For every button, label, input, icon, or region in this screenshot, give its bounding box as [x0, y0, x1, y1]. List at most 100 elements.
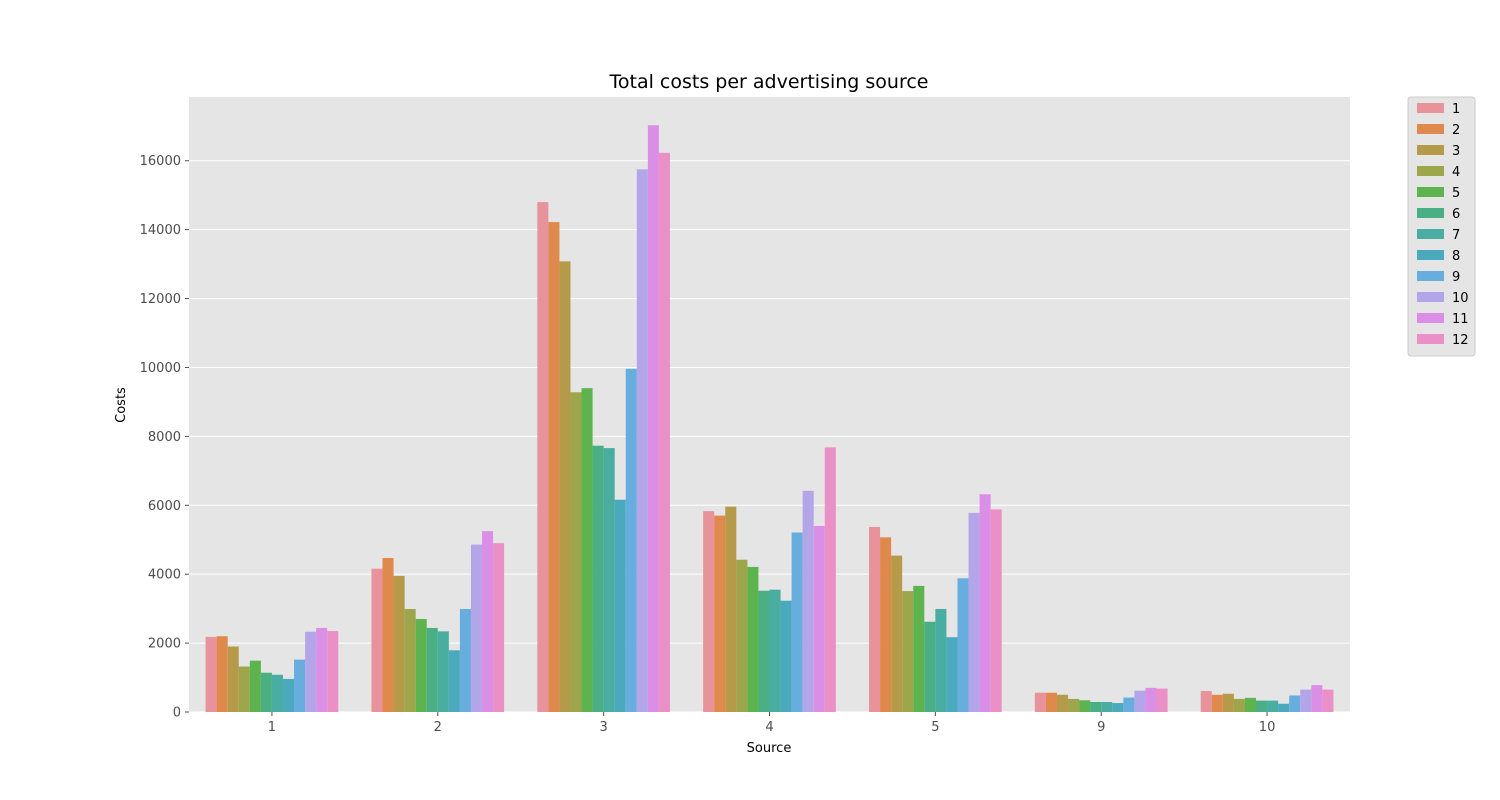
bar-series-11-source-5: [979, 494, 991, 712]
legend-box: [1407, 96, 1476, 357]
bar-series-10-source-10: [1300, 689, 1312, 712]
bar-series-1-source-1: [205, 636, 217, 712]
bar-series-9-source-2: [459, 608, 471, 712]
legend-swatch-9: [1417, 271, 1444, 281]
bar-series-3-source-10: [1222, 693, 1234, 712]
legend-swatch-6: [1417, 208, 1444, 218]
bar-series-4-source-4: [736, 559, 748, 712]
bar-series-9-source-9: [1123, 697, 1135, 712]
legend-swatch-10: [1417, 292, 1444, 302]
bar-series-7-source-3: [603, 448, 615, 712]
legend-swatch-12: [1417, 334, 1444, 344]
legend-swatch-8: [1417, 250, 1444, 260]
legend-swatch-4: [1417, 166, 1444, 176]
bar-series-12-source-1: [327, 631, 339, 712]
bar-series-10-source-5: [968, 512, 980, 712]
bar-series-12-source-4: [824, 447, 836, 712]
x-axis-label: Source: [747, 741, 792, 756]
bar-series-8-source-10: [1278, 703, 1290, 712]
bar-series-11-source-1: [316, 627, 328, 712]
bar-series-5-source-2: [415, 618, 427, 712]
legend-label-10: 10: [1452, 291, 1469, 306]
legend-swatch-5: [1417, 187, 1444, 197]
bar-series-1-source-2: [371, 568, 383, 712]
bar-series-7-source-4: [769, 589, 781, 712]
legend-swatch-1: [1417, 103, 1444, 113]
bar-series-7-source-10: [1267, 700, 1279, 712]
legend-swatch-2: [1417, 124, 1444, 134]
bar-series-5-source-3: [581, 388, 593, 712]
y-tick-label: 14000: [140, 223, 181, 238]
bar-series-6-source-1: [260, 672, 272, 712]
bar-series-6-source-5: [924, 621, 936, 712]
bar-series-4-source-2: [404, 608, 416, 712]
x-tick-label: 9: [1097, 720, 1105, 735]
bar-series-11-source-2: [482, 531, 494, 712]
bar-series-9-source-5: [957, 578, 969, 712]
bar-series-11-source-10: [1311, 685, 1323, 712]
bar-series-8-source-9: [1112, 703, 1124, 712]
bar-series-2-source-3: [548, 222, 560, 712]
bar-series-3-source-1: [227, 646, 239, 712]
bar-series-11-source-4: [813, 525, 825, 712]
legend-swatch-7: [1417, 229, 1444, 239]
y-tick-label: 0: [173, 706, 181, 721]
legend-label-11: 11: [1452, 312, 1469, 327]
x-axis-ticks: 1 2 3 4 5 9 10: [268, 712, 1275, 735]
bar-series-3-source-2: [393, 575, 405, 712]
bar-series-4-source-5: [902, 591, 914, 712]
bar-series-9-source-1: [294, 659, 306, 712]
bar-series-9-source-4: [791, 532, 803, 712]
bar-series-8-source-4: [780, 600, 792, 712]
chart-title: Total costs per advertising source: [609, 71, 929, 93]
bar-series-8-source-3: [614, 499, 626, 712]
y-tick-label: 10000: [140, 361, 181, 376]
bar-series-11-source-3: [647, 125, 659, 713]
bar-series-6-source-10: [1256, 700, 1268, 712]
legend-label-9: 9: [1452, 270, 1460, 285]
x-tick-label: 5: [931, 720, 939, 735]
legend-label-8: 8: [1452, 249, 1460, 264]
bar-series-2-source-4: [714, 515, 726, 712]
bar-series-4-source-3: [570, 392, 582, 712]
bar-series-12-source-9: [1156, 688, 1168, 712]
bar-series-4-source-10: [1233, 698, 1245, 712]
bar-series-3-source-3: [559, 261, 571, 712]
bar-series-2-source-5: [880, 537, 892, 712]
legend-label-5: 5: [1452, 186, 1460, 201]
legend-swatch-11: [1417, 313, 1444, 323]
x-tick-label: 1: [268, 720, 276, 735]
bar-series-10-source-2: [470, 544, 483, 712]
bar-series-10-source-1: [305, 631, 317, 712]
legend-label-7: 7: [1452, 228, 1460, 243]
bar-series-7-source-9: [1101, 702, 1113, 712]
bar-series-7-source-5: [935, 608, 947, 712]
legend-label-1: 1: [1452, 102, 1460, 117]
bar-series-9-source-3: [625, 368, 637, 712]
bar-series-8-source-2: [448, 650, 460, 712]
x-tick-label: 4: [765, 720, 773, 735]
bar-series-4-source-9: [1068, 698, 1080, 712]
y-tick-label: 12000: [140, 292, 181, 307]
bar-series-1-source-10: [1200, 690, 1212, 712]
bar-series-12-source-2: [493, 543, 505, 712]
bar-series-5-source-1: [249, 660, 261, 712]
bar-series-8-source-5: [946, 637, 958, 712]
y-axis-ticks: 0 2000 4000 6000 8000 10000 12000 14000 16000: [140, 154, 189, 721]
bar-series-5-source-10: [1244, 697, 1257, 712]
legend-label-2: 2: [1452, 123, 1460, 138]
bars-group: [205, 125, 1334, 713]
legend-label-6: 6: [1452, 207, 1460, 222]
y-tick-label: 16000: [140, 154, 181, 169]
bar-series-2-source-2: [382, 557, 394, 712]
bar-series-8-source-1: [282, 678, 295, 712]
bar-series-6-source-9: [1090, 702, 1102, 712]
bar-series-3-source-5: [891, 555, 903, 712]
bar-series-3-source-4: [725, 506, 737, 712]
bar-series-2-source-1: [216, 636, 228, 712]
legend-label-3: 3: [1452, 144, 1460, 159]
bar-series-2-source-10: [1211, 694, 1223, 712]
bar-series-9-source-10: [1289, 695, 1301, 712]
